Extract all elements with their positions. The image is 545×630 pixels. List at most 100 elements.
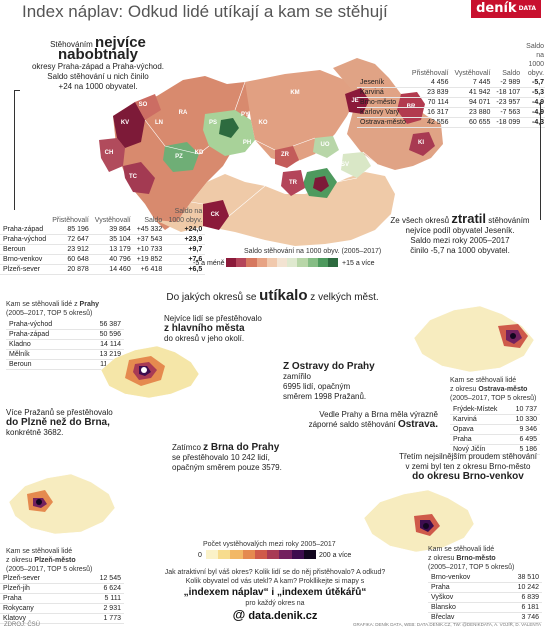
plzen-note-3: konkrétně 3682.	[6, 428, 64, 437]
district-name: Karviná	[450, 414, 509, 425]
top-loss-table: Přistěhovalí Vystěhovalí Saldo Saldo na …	[357, 42, 545, 128]
region-ck	[203, 200, 229, 230]
right-line4: činilo -5,7 na 1000 obyvatel.	[410, 246, 510, 255]
in-value: 60 648	[49, 254, 92, 265]
count-value: 5 186	[508, 444, 540, 455]
district-name: Praha-východ	[0, 234, 50, 245]
box-brno: Kam se stěhovali lidé z okresu Brno-měst…	[428, 545, 540, 572]
district-name: Praha	[0, 593, 76, 604]
table-row: Brno-venkov 60 648 40 796 +19 852 +7,6	[0, 254, 206, 265]
count-value: 2 931	[75, 603, 124, 614]
map-legend-min: -5 a méně	[193, 260, 225, 267]
callout-line-right	[540, 102, 541, 220]
per-value: -5,3	[523, 87, 545, 98]
per-value: +7,6	[165, 254, 206, 265]
flow-legend-min: 0	[198, 552, 202, 559]
count-value: 6 181	[499, 602, 542, 613]
praha-note-1: Nejvíce lidí se přestěhovalo	[164, 314, 262, 323]
legend-swatch	[307, 258, 318, 267]
saldo-value: -2 989	[493, 78, 524, 88]
list-item: Kladno 14 114	[6, 339, 124, 350]
legend-swatch	[256, 258, 267, 267]
district-label: PY	[241, 112, 249, 118]
in-value: 4 456	[408, 78, 452, 88]
flow-map-ostrava	[413, 305, 535, 373]
col-header-per: Saldo na 1000 obyv.	[168, 208, 203, 224]
list-item: Karviná 10 330	[450, 414, 540, 425]
district-label: SO	[139, 102, 148, 108]
callout-line-left	[14, 90, 15, 210]
brno-note-1b: z Brna do Prahy	[203, 442, 280, 453]
district-name: Plzeň-sever	[0, 264, 50, 275]
count-value: 38 510	[499, 573, 542, 583]
region-pz	[163, 142, 199, 172]
table-row: Jeseník 4 456 7 445 -2 989 -5,7	[357, 78, 545, 88]
ostrava-note-2: 6995 lidí, opačným	[283, 382, 351, 391]
district-name: Rokycany	[0, 603, 76, 614]
table-row: Praha-západ 85 196 39 864 +45 332 +24,0	[0, 225, 206, 235]
district-name: Praha-východ	[6, 320, 82, 330]
bottom-url-row[interactable]: @ data.denik.cz	[130, 608, 420, 623]
count-value: 1 773	[75, 613, 124, 624]
brno-note-1: Zatímco	[172, 443, 201, 452]
in-value: 72 647	[49, 234, 92, 245]
per-value: -5,7	[523, 78, 545, 88]
brno-venkov-note-3: do okresu Brno-venkov	[412, 471, 524, 482]
map-borders	[144, 81, 378, 217]
brno-praha-note: Vedle Prahy a Brna měla výrazně záporné …	[298, 410, 438, 430]
question-highlight: utíkalo	[259, 287, 308, 304]
ostrava-note-1b: zamířilo	[283, 372, 312, 381]
out-value: 94 071	[451, 97, 494, 108]
legend-swatch	[254, 550, 268, 559]
list-item: Plzeň-sever 12 545	[0, 574, 124, 584]
district-name: Frýdek-Místek	[450, 405, 509, 415]
bottom-url[interactable]: data.denik.cz	[248, 610, 318, 622]
box-ostrava: Kam se stěhovali lidé z okresu Ostrava-m…	[450, 376, 540, 455]
flow-legend-max: 200 a více	[319, 552, 352, 559]
region-ki	[409, 132, 435, 156]
region-uo	[313, 136, 339, 158]
district-name: Karlovy Vary	[357, 107, 409, 118]
region-brno-city	[313, 176, 329, 192]
legend-swatch	[279, 550, 292, 559]
top-gain-table: Přistěhovalí Vystěhovalí Saldo Saldo na …	[0, 207, 206, 275]
out-value: 39 864	[91, 225, 134, 235]
top-left-line2: okresy Praha-západ a Praha-východ.	[31, 62, 165, 71]
col-header-saldo: Saldo	[144, 217, 163, 224]
district-label: UO	[321, 142, 330, 148]
at-icon: @	[232, 607, 246, 622]
brno-note-2: se přestěhovalo 10 242 lidí,	[172, 453, 270, 462]
count-value: 6 495	[508, 434, 540, 445]
brno-praha-note-1: Vedle Prahy a Brna měla výrazně	[319, 410, 438, 419]
question-pre: Do jakých okresů se	[166, 292, 257, 303]
box-praha-head1b: Prahy	[79, 301, 100, 308]
district-name: Blansko	[428, 602, 499, 613]
list-item: Opava 9 346	[450, 424, 540, 435]
question-post: z velkých měst.	[310, 292, 379, 303]
box-brno-head1: Kam se stěhovali lidé	[428, 546, 495, 553]
top-left-line4: +24 na 1000 obyvatel.	[58, 82, 138, 91]
out-value: 13 179	[91, 244, 134, 255]
flow-legend-bar	[206, 550, 316, 559]
district-label: LN	[155, 120, 163, 126]
table-row: Karviná 23 839 41 942 -18 107 -5,3	[357, 87, 545, 98]
count-value: 9 346	[508, 424, 540, 435]
brand-logo[interactable]: deník DATA	[471, 0, 541, 18]
out-value: 40 796	[91, 254, 134, 265]
count-value: 6 839	[499, 592, 542, 603]
legend-swatch	[226, 258, 237, 267]
callout-line-left-tick	[14, 90, 20, 91]
legend-swatch	[218, 550, 231, 559]
map-legend-bar	[226, 258, 339, 267]
district-name: Beroun	[0, 244, 50, 255]
brno-praha-note-2: záporné saldo stěhování	[308, 420, 396, 429]
brand-name: deník	[476, 1, 517, 16]
bottom-cta: Jak atraktivní byl váš okres? Kolik lidí…	[130, 568, 420, 623]
brno-venkov-note-1: Třetím nejsilnějším proudem stěhování	[399, 452, 537, 461]
in-value: 85 196	[49, 225, 92, 235]
legend-swatch	[291, 550, 304, 559]
box-brno-head2: z okresu	[428, 555, 455, 562]
count-value: 50 596	[81, 329, 124, 340]
region-kv	[113, 102, 145, 148]
top-left-highlight: nejvíce nabobtnaly	[57, 34, 146, 63]
